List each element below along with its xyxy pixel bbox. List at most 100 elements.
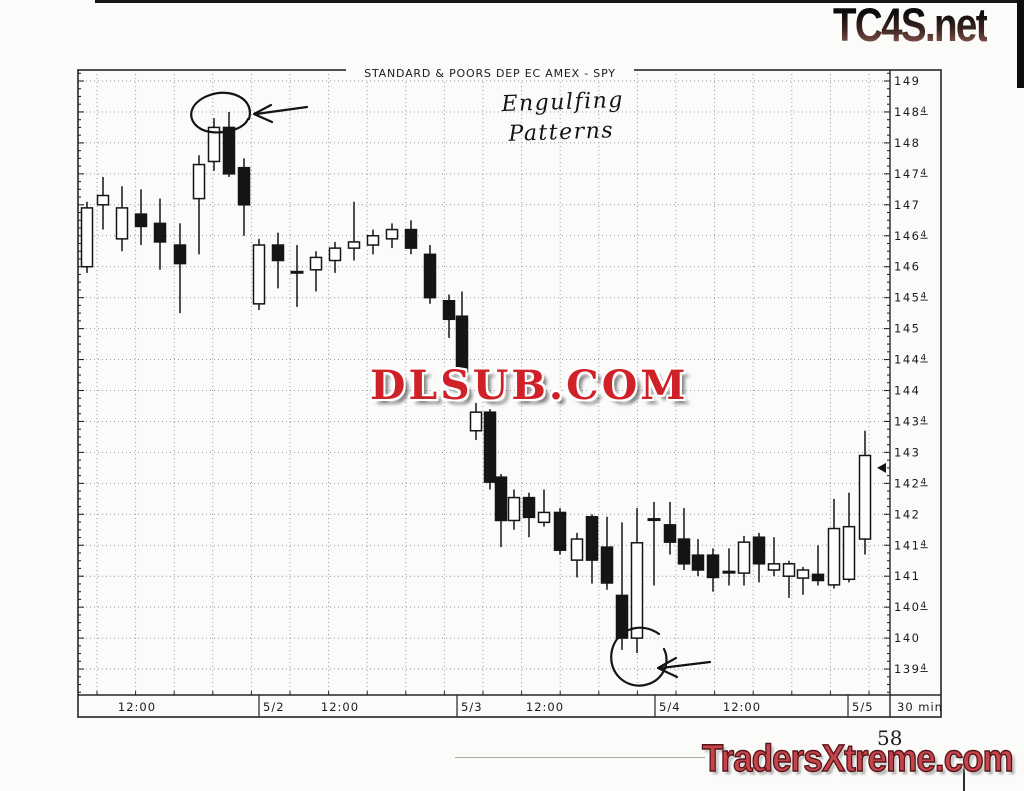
candle bbox=[663, 501, 677, 555]
candle bbox=[115, 186, 129, 252]
price-pointer-icon bbox=[877, 462, 886, 473]
candle bbox=[222, 111, 236, 177]
candle bbox=[767, 537, 781, 577]
annotation-arrow-bottom-icon bbox=[656, 656, 712, 679]
dlsub-watermark: DLSUB.COM bbox=[370, 362, 689, 409]
candle bbox=[752, 532, 766, 583]
candle bbox=[811, 545, 825, 586]
candle bbox=[647, 501, 661, 586]
candle bbox=[600, 516, 614, 590]
candle bbox=[366, 229, 380, 255]
candle bbox=[347, 201, 361, 261]
svg-text:140: 140 bbox=[894, 631, 920, 645]
svg-text:5/2: 5/2 bbox=[263, 700, 285, 714]
candle bbox=[630, 508, 644, 653]
svg-text:12:00: 12:00 bbox=[118, 700, 156, 714]
candle bbox=[522, 492, 536, 538]
candle bbox=[842, 492, 856, 583]
annotation-line2: Patterns bbox=[508, 118, 615, 147]
candle bbox=[553, 508, 567, 555]
svg-text:144: 144 bbox=[894, 384, 920, 398]
svg-text:145: 145 bbox=[894, 322, 920, 336]
hand-annotations bbox=[190, 91, 712, 687]
price-ticks bbox=[78, 72, 890, 695]
candle bbox=[309, 251, 323, 292]
candle bbox=[507, 489, 521, 530]
candle bbox=[737, 535, 751, 586]
candle bbox=[96, 176, 110, 230]
svg-text:5/5: 5/5 bbox=[852, 700, 874, 714]
svg-text:1424: 1424 bbox=[894, 476, 928, 490]
tc4s-watermark: TC4S.net bbox=[833, 0, 989, 51]
y-axis-labels: 149 1484 148 1474 147 1464 146 1454 145 1444 144 14… bbox=[894, 74, 928, 676]
candle bbox=[134, 189, 148, 246]
svg-text:1394: 1394 bbox=[894, 662, 928, 676]
svg-text:141: 141 bbox=[894, 569, 920, 583]
candle bbox=[252, 238, 266, 311]
candle bbox=[706, 548, 720, 592]
scan-line bbox=[455, 757, 705, 758]
candles bbox=[80, 111, 872, 653]
gridlines bbox=[78, 70, 890, 695]
chart-title: STANDARD & POORS DEP EC AMEX - SPY bbox=[346, 65, 634, 80]
svg-text:1444: 1444 bbox=[894, 353, 928, 367]
candle bbox=[423, 245, 437, 304]
svg-text:1434: 1434 bbox=[894, 414, 928, 428]
svg-text:12:00: 12:00 bbox=[723, 700, 761, 714]
candle bbox=[615, 522, 629, 650]
svg-text:143: 143 bbox=[894, 445, 920, 459]
candle bbox=[237, 158, 251, 236]
svg-text:STANDARD & POORS DEP EC AMEX: STANDARD & POORS DEP EC AMEX - SPY bbox=[364, 67, 616, 80]
svg-text:30 min: 30 min bbox=[897, 700, 943, 714]
page-number: 58 bbox=[877, 726, 903, 750]
svg-text:1404: 1404 bbox=[894, 600, 928, 614]
candle bbox=[537, 489, 551, 527]
candle bbox=[858, 430, 872, 555]
candle bbox=[192, 155, 206, 255]
candle bbox=[722, 548, 736, 586]
tradersxtreme-watermark: TradersXtreme.com bbox=[701, 738, 1014, 780]
svg-text:12:00: 12:00 bbox=[321, 700, 359, 714]
candle bbox=[455, 291, 469, 376]
annotation-line1: Engulfing bbox=[501, 87, 625, 118]
annotation-circle-bottom bbox=[610, 626, 668, 687]
candle bbox=[290, 245, 304, 307]
svg-text:148: 148 bbox=[894, 136, 920, 150]
svg-text:1464: 1464 bbox=[894, 229, 928, 243]
svg-text:147: 147 bbox=[894, 198, 920, 212]
candle bbox=[469, 402, 483, 441]
candle bbox=[80, 201, 94, 273]
candle bbox=[570, 532, 584, 578]
scan-edge-right bbox=[1017, 0, 1024, 88]
candle bbox=[782, 560, 796, 598]
svg-text:12:00: 12:00 bbox=[526, 700, 564, 714]
candle bbox=[483, 409, 497, 490]
svg-text:142: 142 bbox=[894, 507, 920, 521]
svg-text:1454: 1454 bbox=[894, 291, 928, 305]
candle bbox=[442, 294, 456, 338]
candle bbox=[404, 220, 418, 255]
candle bbox=[585, 514, 599, 584]
annotation-arrow-top-icon bbox=[252, 103, 309, 124]
candle bbox=[494, 474, 508, 548]
candle bbox=[207, 118, 221, 171]
svg-text:146: 146 bbox=[894, 260, 920, 274]
scan-edge-top bbox=[95, 0, 1024, 3]
svg-text:5/4: 5/4 bbox=[659, 700, 681, 714]
candle bbox=[271, 232, 285, 289]
svg-text:5/3: 5/3 bbox=[461, 700, 483, 714]
candle bbox=[153, 198, 167, 270]
candle bbox=[691, 539, 705, 577]
candle bbox=[827, 498, 841, 589]
candle bbox=[796, 566, 810, 595]
handwritten-annotation: Engulfing Patterns bbox=[501, 86, 625, 150]
candle bbox=[173, 223, 187, 314]
candle bbox=[385, 223, 399, 249]
svg-text:1414: 1414 bbox=[894, 538, 928, 552]
svg-text:1474: 1474 bbox=[894, 167, 928, 181]
candle bbox=[677, 508, 691, 571]
x-axis-labels: 12:00 5/2 12:00 5/3 12:00 5/4 12:00 5/5 30 min bbox=[118, 695, 943, 717]
scan-vline bbox=[963, 758, 965, 791]
